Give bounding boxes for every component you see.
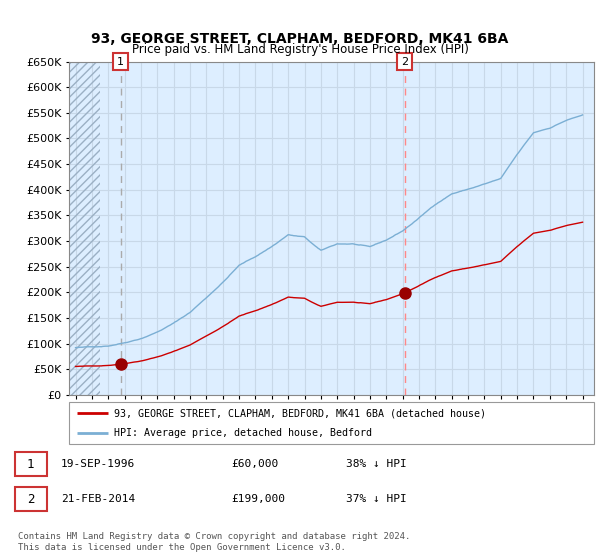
FancyBboxPatch shape bbox=[15, 487, 47, 511]
Text: 21-FEB-2014: 21-FEB-2014 bbox=[61, 494, 135, 504]
Text: 93, GEORGE STREET, CLAPHAM, BEDFORD, MK41 6BA: 93, GEORGE STREET, CLAPHAM, BEDFORD, MK4… bbox=[91, 32, 509, 46]
Text: 2: 2 bbox=[401, 57, 408, 67]
Text: 2: 2 bbox=[27, 493, 34, 506]
Text: 38% ↓ HPI: 38% ↓ HPI bbox=[346, 459, 407, 469]
FancyBboxPatch shape bbox=[15, 452, 47, 476]
Text: 37% ↓ HPI: 37% ↓ HPI bbox=[346, 494, 407, 504]
Text: HPI: Average price, detached house, Bedford: HPI: Average price, detached house, Bedf… bbox=[113, 428, 371, 438]
Text: 1: 1 bbox=[117, 57, 124, 67]
Text: £60,000: £60,000 bbox=[231, 459, 278, 469]
Text: 93, GEORGE STREET, CLAPHAM, BEDFORD, MK41 6BA (detached house): 93, GEORGE STREET, CLAPHAM, BEDFORD, MK4… bbox=[113, 408, 485, 418]
Text: Contains HM Land Registry data © Crown copyright and database right 2024.
This d: Contains HM Land Registry data © Crown c… bbox=[18, 533, 410, 552]
Text: Price paid vs. HM Land Registry's House Price Index (HPI): Price paid vs. HM Land Registry's House … bbox=[131, 43, 469, 56]
Text: £199,000: £199,000 bbox=[231, 494, 285, 504]
Text: 19-SEP-1996: 19-SEP-1996 bbox=[61, 459, 135, 469]
Text: 1: 1 bbox=[27, 458, 34, 470]
FancyBboxPatch shape bbox=[69, 402, 594, 444]
